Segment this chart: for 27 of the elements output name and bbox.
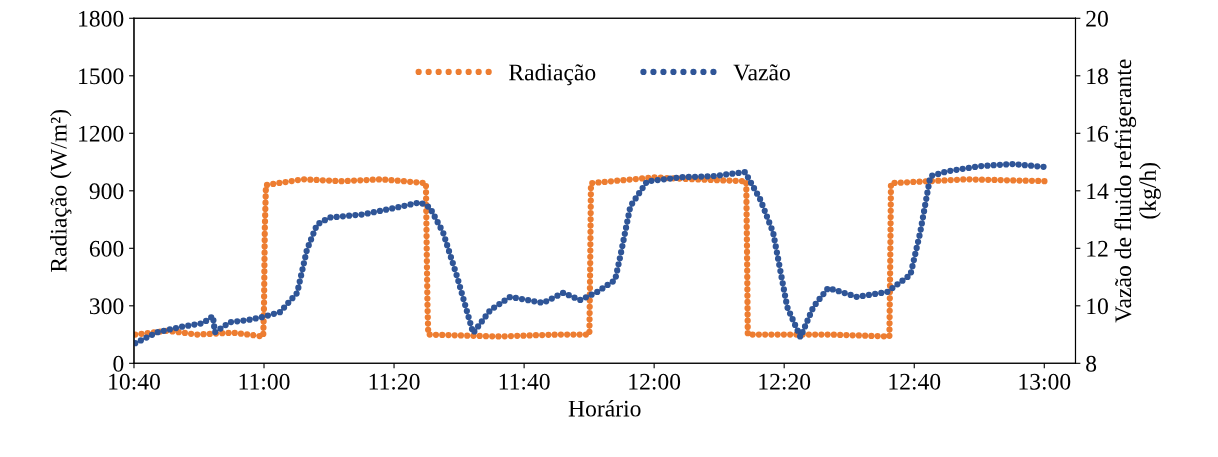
y2-tick-label: 10: [1087, 298, 1108, 315]
y-tick-label: 0: [113, 355, 124, 372]
x-tick-label: 12:00: [629, 373, 681, 390]
legend-label: Vazão: [733, 64, 790, 81]
x-tick-label: 10:40: [109, 373, 160, 390]
y-tick-label: 300: [89, 298, 124, 315]
y-tick-label: 1500: [79, 68, 124, 85]
y2-tick-label: 12: [1087, 240, 1108, 257]
y-axis-title: Radiação (W/m²): [50, 109, 72, 272]
y-tick-label: 1200: [79, 125, 124, 142]
x-tick-label: 12:20: [759, 373, 811, 390]
legend-label: Radiação: [509, 63, 596, 86]
x-tick-label: 11:00: [239, 373, 290, 390]
y-tick-label: 600: [89, 240, 124, 257]
y-tick-label: 900: [89, 183, 124, 200]
y-tick-label: 1800: [79, 10, 124, 27]
x-axis-title: Horário: [568, 399, 641, 417]
y2-tick-label: 18: [1087, 68, 1108, 85]
x-tick-label: 12:40: [889, 373, 941, 390]
y2-tick-label: 20: [1086, 10, 1108, 27]
y2-tick-label: 14: [1087, 183, 1109, 199]
y2-tick-label: 16: [1087, 125, 1109, 142]
y2-tick-label: 8: [1086, 355, 1097, 372]
x-tick-label: 11:40: [499, 373, 550, 390]
x-tick-label: 13:00: [1019, 373, 1071, 390]
y2-axis-title: Vazão de fluido refrigerante (kg/h): [1114, 59, 1161, 323]
x-tick-label: 11:20: [369, 373, 420, 390]
